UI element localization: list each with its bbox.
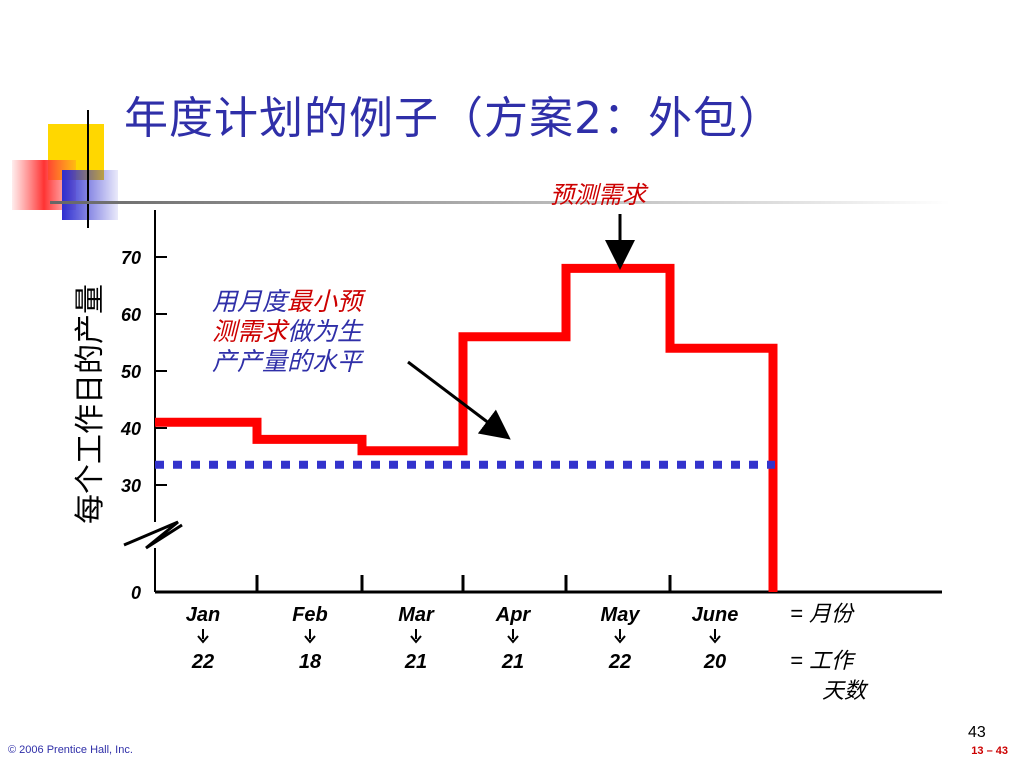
forecast-label: 预测需求 — [550, 182, 649, 209]
page-number: 43 — [968, 724, 986, 741]
working-days-label: 21 — [404, 651, 427, 673]
y-tick-label: 30 — [121, 476, 141, 496]
title-underline — [50, 201, 950, 204]
days-row-label: = 工作 — [790, 648, 856, 673]
x-tick-label: Feb — [292, 604, 328, 626]
working-days-label: 22 — [608, 651, 631, 673]
x-tick-label: Mar — [398, 604, 435, 626]
x-tick-label: June — [692, 604, 739, 626]
working-days-label: 22 — [191, 651, 214, 673]
level-annotation-line: 测需求做为生 — [212, 318, 364, 346]
level-annotation-segment: 产产量的水平 — [212, 348, 365, 376]
page-title: 年度计划的例子（方案2：外包） — [124, 93, 783, 144]
x-tick-label: Apr — [495, 604, 532, 626]
months-row-label: = 月份 — [790, 601, 855, 626]
level-arrow — [407, 360, 511, 440]
level-annotation-line: 产产量的水平 — [212, 348, 365, 376]
down-arrow-head — [197, 635, 209, 644]
down-arrow-head — [614, 635, 626, 644]
y-tick-label: 70 — [121, 248, 141, 268]
series-layer — [155, 263, 778, 592]
down-arrow-head — [410, 635, 422, 644]
axis-break-mark — [123, 520, 183, 550]
forecast-demand-line — [155, 263, 778, 592]
level-annotation-line: 用月度最小预 — [212, 288, 366, 316]
y-tick-label: 60 — [121, 305, 141, 325]
y-tick-label: 50 — [121, 362, 141, 382]
logo-blue-square — [62, 170, 118, 220]
level-annotation-segment: 用月度 — [212, 288, 291, 316]
level-annotation-segment: 最小预 — [287, 288, 366, 316]
x-tick-label: Jan — [186, 604, 220, 626]
down-arrow-head — [507, 635, 519, 644]
level-annotation-segment: 测需求 — [212, 318, 290, 346]
y-axis-title: 每个工作日的产量 — [74, 284, 107, 524]
footer-copyright: © 2006 Prentice Hall, Inc. — [8, 744, 133, 756]
footer-slide-ref: 13 – 43 — [971, 745, 1008, 757]
x-tick-label: May — [601, 604, 641, 626]
level-annotation-segment: 做为生 — [287, 318, 364, 346]
working-days-label: 18 — [299, 651, 322, 673]
axes: 0 30 40 50 60 70 每个工作日的产量 Jan 22 Feb 18 Mar 21 Apr 21 M… — [74, 210, 942, 703]
days-row-label-2: 天数 — [822, 678, 869, 703]
down-arrow-head — [709, 635, 721, 644]
working-days-label: 20 — [703, 651, 726, 673]
down-arrow-head — [304, 635, 316, 644]
y-tick-label: 40 — [120, 419, 141, 439]
decorative-logo — [12, 110, 118, 228]
working-days-label: 21 — [501, 651, 524, 673]
y-tick-label: 0 — [131, 583, 141, 603]
